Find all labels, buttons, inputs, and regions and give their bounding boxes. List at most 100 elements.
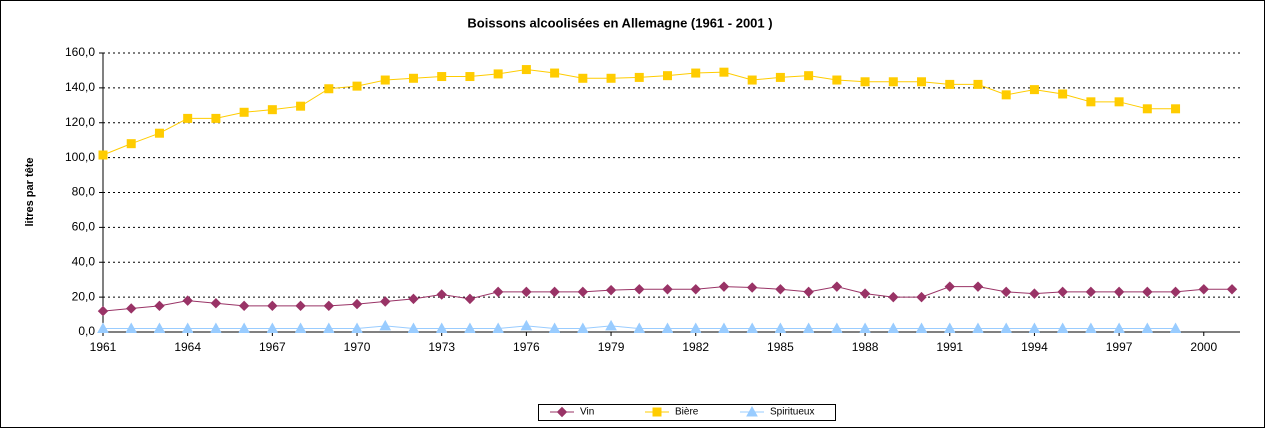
point <box>465 72 475 82</box>
point <box>746 282 758 293</box>
point <box>352 81 362 91</box>
point <box>435 322 448 334</box>
y-tick-label: 100,0 <box>65 150 95 164</box>
legend-label: Vin <box>580 407 594 418</box>
point <box>521 65 531 75</box>
point <box>266 322 279 334</box>
point <box>295 300 306 312</box>
point <box>1028 322 1041 334</box>
x-tick-label: 1976 <box>513 340 540 354</box>
point <box>691 68 701 78</box>
point <box>1000 322 1013 334</box>
x-tick-label: 1973 <box>428 340 455 354</box>
point <box>97 305 109 317</box>
point <box>775 72 785 82</box>
legend-marker <box>556 406 568 418</box>
point <box>916 291 927 303</box>
point <box>1226 284 1238 295</box>
point <box>464 322 476 334</box>
point <box>831 281 843 292</box>
point <box>973 79 983 89</box>
point <box>747 75 757 85</box>
y-tick-label: 160,0 <box>65 45 95 59</box>
point <box>859 288 871 299</box>
point <box>464 293 476 305</box>
point <box>718 322 730 334</box>
point <box>1029 288 1040 299</box>
point <box>1029 85 1039 95</box>
point <box>126 303 137 314</box>
point <box>324 84 334 94</box>
point <box>351 322 363 334</box>
point <box>944 281 955 292</box>
point <box>945 79 955 89</box>
point <box>943 322 956 334</box>
point <box>210 322 222 334</box>
point <box>98 150 108 160</box>
x-tick-label: 1961 <box>90 340 117 354</box>
point <box>917 77 927 87</box>
point <box>1114 97 1124 107</box>
point <box>408 73 418 83</box>
x-tick-label: 1964 <box>174 340 201 354</box>
y-tick-label: 20,0 <box>72 289 96 303</box>
point <box>408 293 419 305</box>
x-tick-label: 1988 <box>852 340 879 354</box>
y-tick-label: 0,0 <box>78 324 95 338</box>
point <box>154 128 164 138</box>
point <box>267 105 277 115</box>
point <box>633 322 646 334</box>
legend-box <box>538 404 836 421</box>
x-tick-label: 2000 <box>1190 340 1217 354</box>
y-tick-label: 140,0 <box>65 80 95 94</box>
point <box>126 139 136 149</box>
point <box>888 291 899 303</box>
point <box>521 286 532 298</box>
point <box>97 322 109 334</box>
point <box>606 73 616 83</box>
point <box>1169 322 1182 334</box>
point <box>1085 322 1097 334</box>
point <box>804 71 814 81</box>
point <box>379 319 392 331</box>
point <box>492 286 504 298</box>
point <box>549 286 560 298</box>
point <box>1170 286 1181 298</box>
point <box>181 322 194 334</box>
x-tick-label: 1967 <box>259 340 286 354</box>
x-tick-label: 1991 <box>936 340 963 354</box>
x-tick-label: 1979 <box>598 340 625 354</box>
point <box>1085 286 1097 298</box>
point <box>972 281 984 292</box>
x-tick-label: 1970 <box>344 340 371 354</box>
point <box>634 72 644 82</box>
point <box>182 295 193 306</box>
point <box>1056 322 1069 334</box>
point <box>239 107 249 117</box>
point <box>322 322 335 334</box>
point <box>718 281 730 292</box>
point <box>1171 104 1181 114</box>
point <box>238 300 250 312</box>
point <box>802 322 815 334</box>
point <box>1001 90 1011 100</box>
point <box>211 113 221 123</box>
point <box>915 322 928 334</box>
point <box>746 322 759 334</box>
point <box>154 300 165 312</box>
point <box>492 322 504 334</box>
point <box>1198 284 1209 295</box>
legend-label: Bière <box>675 407 699 418</box>
point <box>153 322 166 334</box>
legend-marker <box>652 407 662 417</box>
point <box>1142 286 1153 298</box>
point <box>125 322 138 334</box>
point <box>803 286 814 298</box>
point <box>493 69 503 79</box>
point <box>634 284 645 295</box>
point <box>1000 286 1012 298</box>
y-axis-label: litres par tête <box>24 157 36 226</box>
point <box>832 75 842 85</box>
point <box>210 298 222 309</box>
